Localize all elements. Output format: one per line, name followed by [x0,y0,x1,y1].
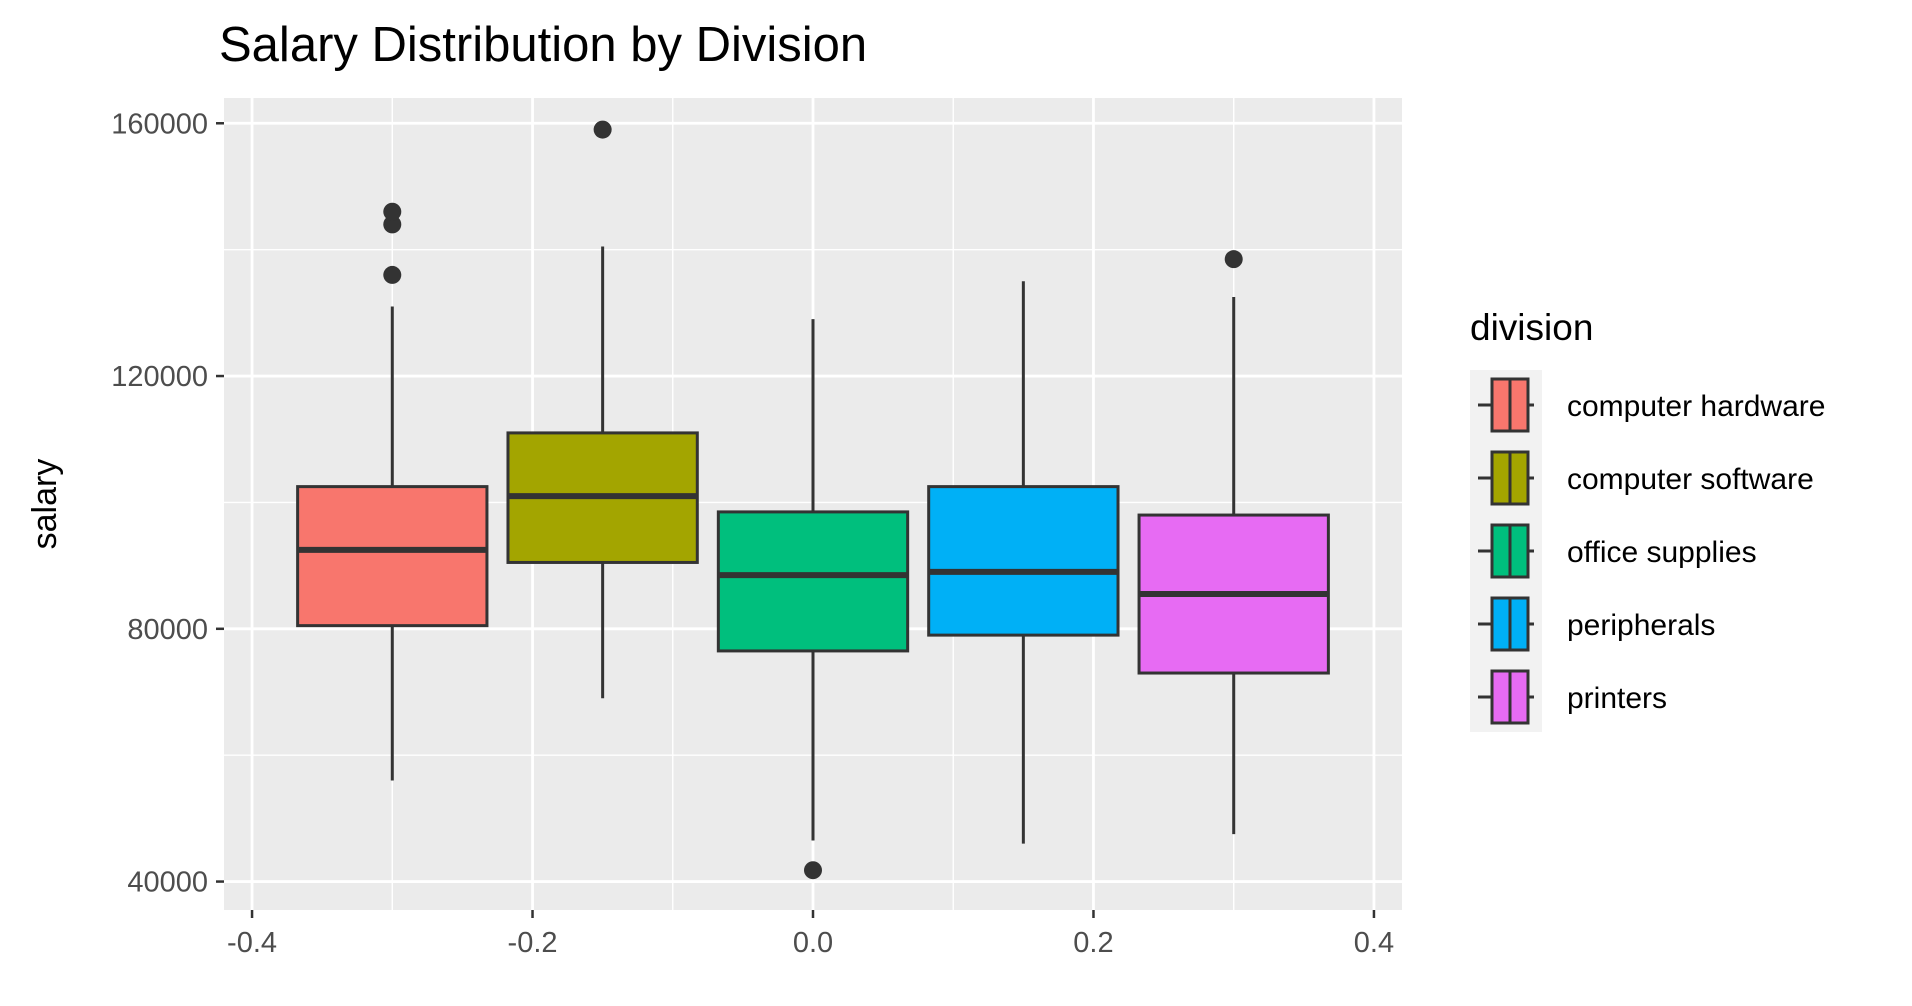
legend-item: printers [1478,669,1667,725]
outlier-point [383,202,402,221]
legend-title: division [1470,307,1593,348]
x-tick-label: 0.0 [793,927,833,959]
outlier-point [804,861,822,880]
boxplot-office-supplies [716,319,910,880]
x-tick-label: 0.4 [1354,927,1394,959]
outlier-point [593,120,612,139]
y-tick-label: 40000 [127,867,208,899]
box [296,485,489,628]
box [716,510,910,653]
x-axis-tick-labels: -0.4 -0.2 0.0 0.2 0.4 [227,927,1394,959]
chart-title: Salary Distribution by Division [219,18,867,72]
x-tick-label: -0.4 [227,927,277,959]
box [927,485,1120,637]
legend-label: office supplies [1567,536,1757,569]
legend: computer hardware computer software office… [1470,370,1825,732]
boxplot-computer-hardware [296,202,489,781]
axis-ticks [216,122,1376,918]
x-tick-label: -0.2 [508,927,558,959]
legend-item: peripherals [1478,596,1715,652]
x-tick-label: 0.2 [1073,927,1113,959]
outlier-point [383,215,402,234]
boxplot-peripherals [927,281,1120,844]
boxplot-printers [1137,250,1330,835]
y-axis-title: salary [26,459,64,550]
legend-label: peripherals [1567,609,1715,642]
legend-label: computer software [1567,463,1814,496]
legend-label: printers [1567,682,1667,715]
legend-label: computer hardware [1567,390,1825,423]
legend-item: computer hardware [1478,377,1825,433]
outlier-point [383,265,402,284]
boxplots [296,120,1330,880]
y-tick-label: 80000 [127,614,208,646]
y-tick-label: 120000 [111,361,208,393]
outlier-point [1224,250,1243,269]
y-tick-label: 160000 [111,108,208,140]
y-axis-tick-labels: 40000 80000 120000 160000 [111,108,208,898]
legend-item: computer software [1478,450,1814,506]
legend-item: office supplies [1478,523,1757,579]
boxplot-computer-software [506,120,699,699]
